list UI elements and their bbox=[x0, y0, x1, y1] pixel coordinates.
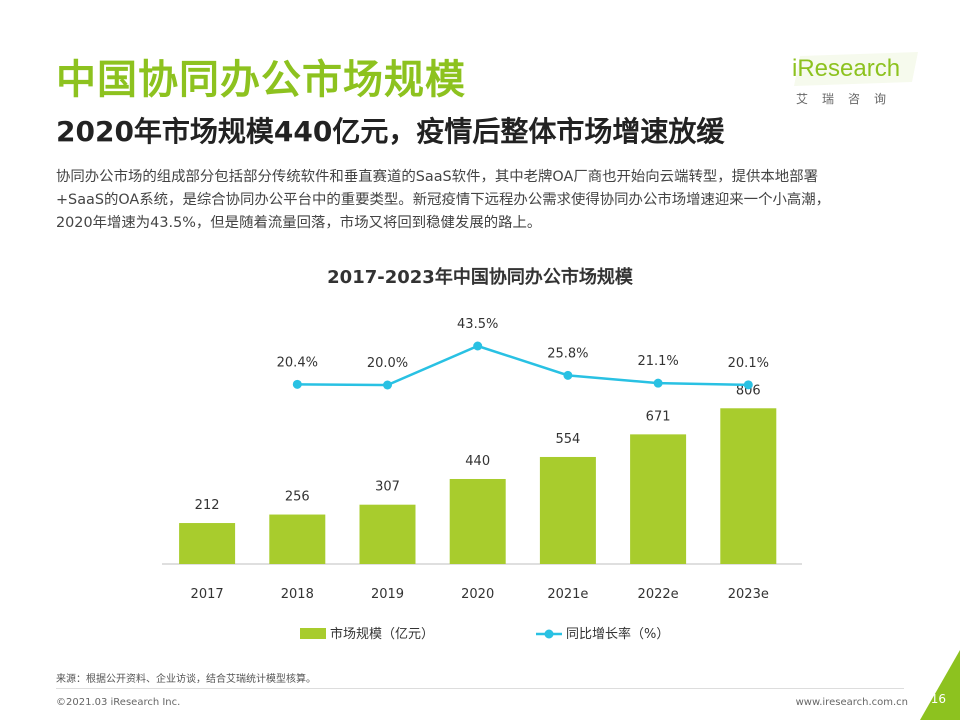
bar bbox=[179, 523, 236, 564]
growth-value-label: 25.8% bbox=[547, 346, 588, 361]
page-number: 16 bbox=[930, 692, 946, 706]
growth-value-label: 21.1% bbox=[637, 354, 678, 369]
logo-flag-icon bbox=[794, 52, 918, 86]
x-tick-label: 2017 bbox=[191, 587, 224, 602]
bar-value-label: 554 bbox=[555, 432, 580, 447]
growth-point bbox=[743, 380, 753, 390]
x-tick-label: 2023e bbox=[728, 587, 769, 602]
bar bbox=[539, 456, 596, 564]
bar bbox=[359, 504, 416, 564]
page-subtitle: 2020年市场规模440亿元，疫情后整体市场增速放缓 bbox=[56, 115, 725, 148]
source-note: 来源：根据公开资料、企业访谈，结合艾瑞统计模型核算。 bbox=[56, 674, 316, 685]
growth-value-label: 43.5% bbox=[457, 317, 498, 332]
x-tick-label: 2022e bbox=[638, 587, 679, 602]
bar bbox=[630, 434, 687, 564]
logo-wordmark: iResearch bbox=[792, 55, 901, 82]
iresearch-logo: iResearch 艾瑞咨询 bbox=[792, 52, 922, 112]
logo-subtext: 艾瑞咨询 bbox=[796, 92, 901, 106]
growth-point bbox=[292, 379, 302, 389]
growth-value-label: 20.1% bbox=[728, 356, 769, 371]
bar bbox=[720, 408, 777, 564]
x-tick-label: 2020 bbox=[461, 587, 494, 602]
description-line: 协同办公市场的组成部分包括部分传统软件和垂直赛道的SaaS软件，其中老牌OA厂商… bbox=[56, 169, 818, 185]
bar-value-label: 440 bbox=[465, 454, 490, 469]
legend-bar-swatch bbox=[300, 628, 326, 639]
growth-value-label: 20.0% bbox=[367, 356, 408, 371]
legend-line-label: 同比增长率（%） bbox=[566, 626, 669, 642]
x-tick-label: 2019 bbox=[371, 587, 404, 602]
chart-title: 2017-2023年中国协同办公市场规模 bbox=[327, 267, 633, 288]
description-line: 2020年增速为43.5%，但是随着流量回落，市场又将回到稳健发展的路上。 bbox=[56, 215, 542, 231]
description-line: +SaaS的OA系统，是综合协同办公平台中的重要类型。新冠疫情下远程办公需求使得… bbox=[56, 192, 831, 208]
description: 协同办公市场的组成部分包括部分传统软件和垂直赛道的SaaS软件，其中老牌OA厂商… bbox=[56, 166, 926, 235]
corner-triangle-icon bbox=[920, 650, 960, 720]
page-title: 中国协同办公市场规模 bbox=[56, 57, 466, 103]
copyright: ©2021.03 iResearch Inc. bbox=[56, 697, 181, 708]
bar-value-label: 256 bbox=[285, 490, 310, 505]
growth-point bbox=[473, 341, 483, 351]
website-link[interactable]: www.iresearch.com.cn bbox=[795, 697, 908, 708]
growth-point bbox=[653, 378, 663, 388]
footer-divider bbox=[56, 688, 904, 689]
market-size-chart: 212 2017 256 2018 307 2019 440 2020 554 2021e 671 2… bbox=[162, 317, 802, 642]
bar-value-label: 671 bbox=[646, 409, 671, 424]
bar bbox=[449, 478, 506, 564]
legend-line-marker bbox=[544, 629, 554, 639]
growth-point bbox=[563, 370, 573, 380]
bar-value-label: 307 bbox=[375, 480, 400, 495]
x-tick-label: 2018 bbox=[281, 587, 314, 602]
x-tick-label: 2021e bbox=[547, 587, 588, 602]
bar-value-label: 806 bbox=[736, 383, 761, 398]
bar bbox=[269, 514, 326, 564]
growth-value-label: 20.4% bbox=[277, 355, 318, 370]
bar-value-label: 212 bbox=[195, 498, 220, 513]
growth-point bbox=[383, 380, 392, 390]
legend-bar-label: 市场规模（亿元） bbox=[330, 626, 434, 642]
growth-line bbox=[297, 344, 749, 387]
